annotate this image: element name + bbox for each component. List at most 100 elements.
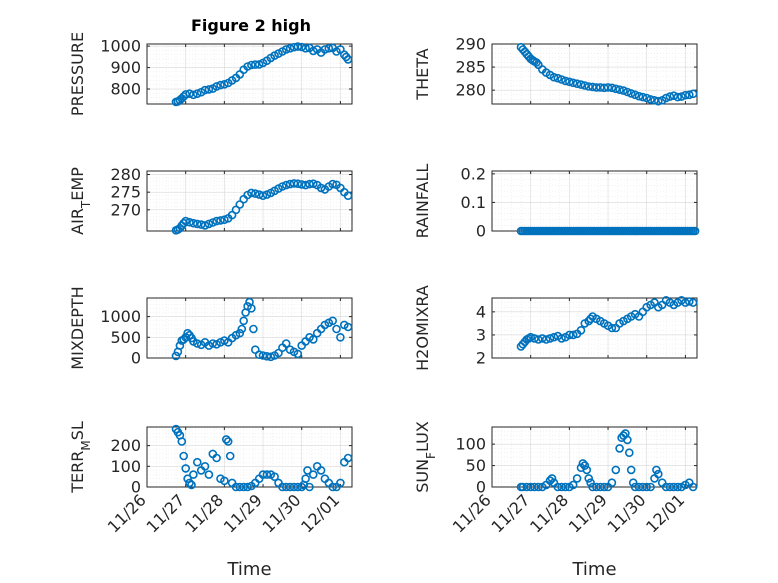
- data-point: [193, 89, 202, 98]
- data-point: [293, 42, 303, 51]
- data-point: [607, 478, 617, 488]
- data-point: [677, 92, 686, 101]
- data-point: [646, 95, 655, 104]
- data-point: [189, 470, 198, 479]
- data-point: [293, 179, 303, 188]
- axes-frame: [491, 297, 698, 359]
- data-point: [532, 58, 541, 67]
- x-tick-label: 11/28: [526, 490, 572, 536]
- data-point: [281, 339, 291, 348]
- data-point: [200, 85, 210, 95]
- axes-frame: [491, 426, 698, 488]
- y-axis-label: THETA: [413, 48, 432, 100]
- y-tick-label: 4: [476, 302, 486, 321]
- data-point: [270, 472, 279, 482]
- data-point: [328, 482, 338, 492]
- data-point: [615, 444, 624, 453]
- data-point: [646, 482, 655, 492]
- x-tick-label: 12/01: [642, 490, 688, 536]
- subplot-8: 0 50 100 SUNFLUX 11/2611/2711/2811/2911/3012…: [413, 421, 698, 580]
- data-point: [189, 218, 198, 228]
- x-tick-label: 11/30: [604, 490, 650, 536]
- data-point: [332, 324, 341, 334]
- data-point: [642, 482, 652, 492]
- data-point: [611, 84, 621, 94]
- y-tick-label: 800: [110, 80, 141, 99]
- data-point: [557, 75, 566, 84]
- y-tick-label: 100: [455, 435, 486, 454]
- axes-frame: [491, 43, 698, 105]
- data-point: [225, 451, 235, 461]
- data-point: [216, 80, 225, 90]
- data-point: [665, 92, 675, 101]
- y-tick-label: 1000: [100, 307, 141, 326]
- data-point: [578, 459, 588, 468]
- data-point: [549, 332, 559, 342]
- data-point: [212, 216, 221, 226]
- data-point: [565, 330, 574, 340]
- data-point: [266, 352, 276, 362]
- y-tick-label: 3: [476, 325, 486, 344]
- data-point: [249, 324, 258, 334]
- data-point: [684, 297, 694, 306]
- data-point: [181, 216, 190, 226]
- x-tick-label: 11/29: [565, 490, 611, 536]
- y-axis-label: H2OMIXRA: [413, 285, 432, 371]
- data-point: [235, 482, 245, 492]
- data-point: [301, 474, 310, 484]
- data-point: [222, 435, 231, 444]
- data-point: [343, 322, 353, 332]
- data-point: [328, 179, 338, 189]
- data-point: [208, 218, 218, 227]
- data-point: [557, 482, 566, 492]
- data-point: [220, 215, 229, 224]
- data-point: [619, 86, 628, 95]
- data-point: [251, 189, 260, 198]
- data-point: [258, 351, 268, 360]
- data-point: [343, 55, 353, 64]
- data-point: [189, 90, 198, 100]
- data-point: [185, 478, 194, 488]
- data-point: [251, 60, 260, 69]
- data-point: [208, 339, 218, 348]
- x-tick-label: 11/29: [220, 490, 266, 536]
- data-point: [681, 90, 690, 100]
- y-tick-label: 280: [455, 81, 486, 100]
- data-point: [243, 482, 252, 492]
- data-point: [216, 216, 225, 225]
- data-point: [204, 85, 214, 94]
- data-point: [212, 82, 221, 91]
- data-point: [183, 474, 192, 484]
- data-point: [303, 466, 312, 475]
- data-point: [336, 478, 345, 488]
- data-point: [308, 335, 318, 344]
- data-point: [316, 466, 326, 475]
- data-point: [607, 323, 617, 333]
- data-point: [343, 453, 353, 463]
- data-point: [308, 46, 318, 56]
- y-tick-label: 270: [110, 200, 141, 219]
- data-point: [324, 43, 334, 53]
- data-point: [565, 77, 574, 87]
- data-point: [580, 461, 590, 470]
- y-axis-label: TERRMSL: [68, 421, 93, 494]
- data-point: [572, 79, 582, 88]
- data-point: [223, 437, 233, 446]
- data-point: [568, 480, 578, 490]
- data-point: [262, 470, 272, 479]
- data-point: [688, 298, 698, 307]
- y-tick-label: 290: [455, 35, 486, 54]
- data-point: [541, 335, 551, 344]
- data-point: [652, 465, 661, 475]
- y-tick-label: 0.2: [461, 164, 486, 183]
- data-point: [690, 226, 700, 236]
- data-point: [688, 482, 698, 492]
- data-point: [526, 332, 536, 342]
- data-point: [607, 83, 617, 93]
- data-point: [615, 85, 624, 94]
- data-point: [642, 93, 652, 103]
- y-tick-label: 0: [131, 349, 141, 368]
- y-tick-label: 0: [476, 478, 486, 497]
- data-point: [320, 45, 330, 54]
